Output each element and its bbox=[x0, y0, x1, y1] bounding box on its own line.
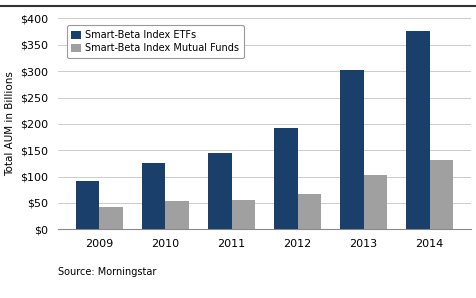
Bar bbox=[363, 175, 386, 229]
Bar bbox=[297, 194, 320, 229]
Text: Source: Morningstar: Source: Morningstar bbox=[58, 267, 156, 277]
Bar bbox=[142, 163, 165, 229]
Bar bbox=[406, 31, 428, 229]
Bar bbox=[428, 160, 452, 229]
Legend: Smart-Beta Index ETFs, Smart-Beta Index Mutual Funds: Smart-Beta Index ETFs, Smart-Beta Index … bbox=[67, 25, 243, 58]
Bar bbox=[99, 207, 122, 229]
Bar bbox=[340, 70, 363, 229]
Bar bbox=[208, 153, 231, 229]
Bar bbox=[231, 200, 254, 229]
Y-axis label: Total AUM in Billions: Total AUM in Billions bbox=[6, 72, 16, 176]
Bar bbox=[274, 128, 297, 229]
Bar bbox=[165, 201, 188, 229]
Bar bbox=[76, 181, 99, 229]
